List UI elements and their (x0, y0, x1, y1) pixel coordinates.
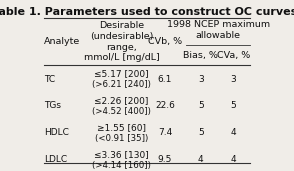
Text: Desirable
(undesirable)
range,
mmol/L [mg/dL]: Desirable (undesirable) range, mmol/L [m… (84, 21, 160, 62)
Text: ≤3.36 [130]: ≤3.36 [130] (94, 150, 149, 159)
Text: TC: TC (44, 75, 55, 84)
Text: 5: 5 (230, 101, 236, 110)
Text: ≤2.26 [200]: ≤2.26 [200] (94, 96, 149, 105)
Text: 22.6: 22.6 (155, 101, 175, 110)
Text: 5: 5 (198, 128, 204, 137)
Text: 7.4: 7.4 (158, 128, 172, 137)
Text: Analyte: Analyte (44, 37, 80, 46)
Text: (>6.21 [240]): (>6.21 [240]) (92, 80, 151, 89)
Text: 4: 4 (231, 155, 236, 164)
Text: Bias, %: Bias, % (183, 51, 218, 60)
Text: HDLC: HDLC (44, 128, 69, 137)
Text: 9.5: 9.5 (158, 155, 172, 164)
Text: 4: 4 (231, 128, 236, 137)
Text: ≥1.55 [60]: ≥1.55 [60] (97, 123, 146, 132)
Text: (>4.52 [400]): (>4.52 [400]) (92, 107, 151, 116)
Text: LDLC: LDLC (44, 155, 67, 164)
Text: CVb, %: CVb, % (148, 37, 182, 46)
Text: 3: 3 (198, 75, 204, 84)
Text: 6.1: 6.1 (158, 75, 172, 84)
Text: TGs: TGs (44, 101, 61, 110)
Text: 1998 NCEP maximum
allowable: 1998 NCEP maximum allowable (167, 20, 270, 40)
Text: (<0.91 [35]): (<0.91 [35]) (95, 134, 148, 143)
Text: CVa, %: CVa, % (217, 51, 250, 60)
Text: Table 1. Parameters used to construct OC curves.: Table 1. Parameters used to construct OC… (0, 6, 294, 17)
Text: ≤5.17 [200]: ≤5.17 [200] (94, 69, 149, 78)
Text: 5: 5 (198, 101, 204, 110)
Text: (>4.14 [160]): (>4.14 [160]) (92, 161, 151, 170)
Text: 3: 3 (230, 75, 236, 84)
Text: 4: 4 (198, 155, 204, 164)
